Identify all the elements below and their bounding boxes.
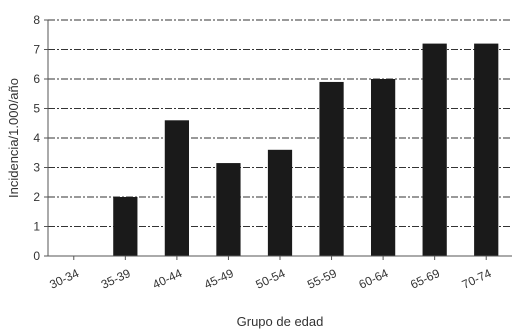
bar-55-59 [319,81,344,256]
y-axis-label: Incidencia/1.000/año [6,78,21,198]
x-tick-label-40-44: 40-44 [150,266,184,292]
bar-60-64 [370,79,396,256]
bar-50-54 [267,149,293,256]
x-tick-labels: 30-34 35-39 40-44 45-49 50-54 55-59 60-64 65-69… [47,266,493,292]
x-tick-label-35-39: 35-39 [99,266,133,292]
y-tick-label-0: 0 [33,249,40,263]
y-tick-label-3: 3 [33,161,40,175]
y-tick-label-8: 8 [33,13,40,27]
x-tick-label-55-59: 55-59 [305,266,339,292]
y-tick-labels: 0 1 2 3 4 5 6 7 8 [33,13,40,263]
x-tick-label-70-74: 70-74 [460,266,494,292]
x-tick-label-60-64: 60-64 [357,266,391,292]
y-tick-label-6: 6 [33,72,40,86]
bar-65-69 [422,43,447,256]
x-axis-label: Grupo de edad [237,314,324,329]
x-tick-label-30-34: 30-34 [47,266,81,292]
bar-35-39 [113,197,138,256]
y-tick-label-4: 4 [33,131,40,145]
y-tick-label-1: 1 [33,220,40,234]
bars [113,43,499,256]
bar-45-49 [216,163,241,256]
y-tick-label-7: 7 [33,43,40,57]
y-tick-label-5: 5 [33,102,40,116]
x-tick-label-45-49: 45-49 [202,266,236,292]
axes [44,19,512,260]
x-tick-label-65-69: 65-69 [408,266,442,292]
x-tick-label-50-54: 50-54 [254,266,288,292]
bar-40-44 [164,120,190,256]
y-tick-label-2: 2 [33,190,40,204]
bar-70-74 [474,43,499,256]
